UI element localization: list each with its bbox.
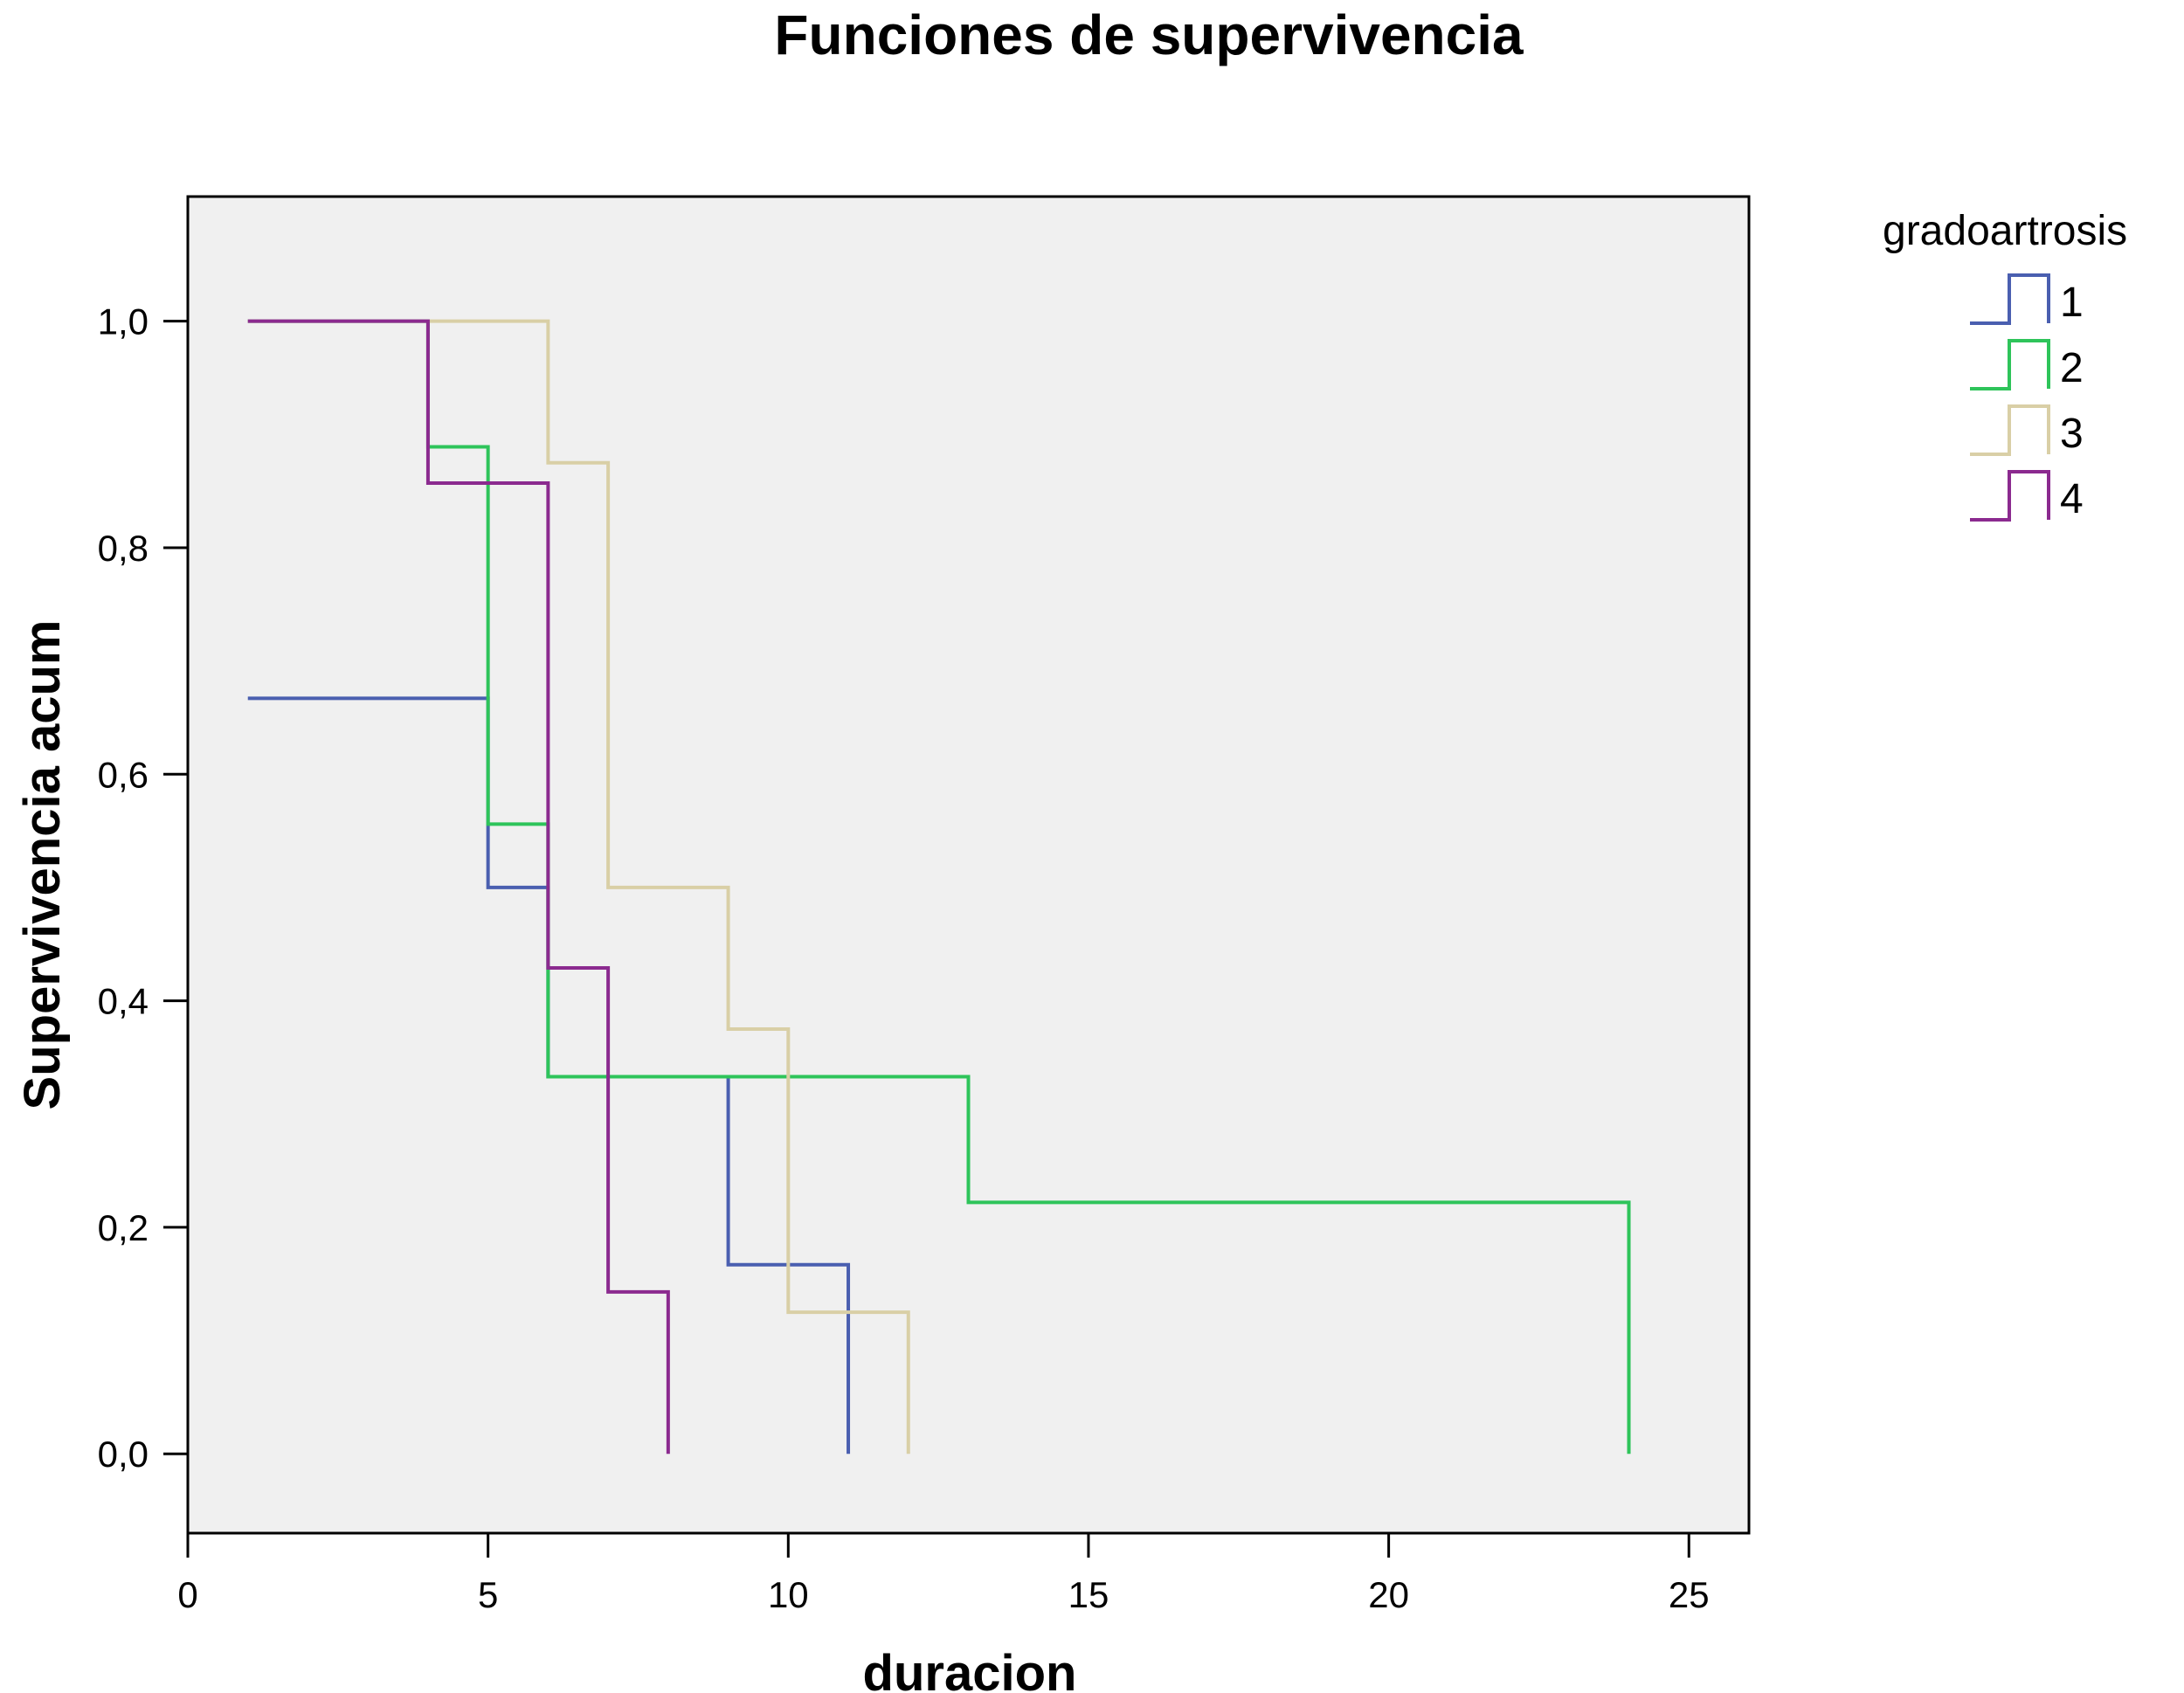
y-tick-label: 0,6 [98,754,149,795]
legend-swatch-3 [1970,404,2050,456]
legend: gradoartrosis 1 2 3 4 [1883,208,2127,522]
y-axis: 0,0 0,2 0,4 0,6 0,8 1,0 [98,301,188,1475]
x-tick-label: 20 [1368,1574,1409,1615]
chart-title: Funciones de supervivencia [774,3,1524,66]
x-tick-label: 25 [1669,1574,1710,1615]
legend-swatch-1 [1970,273,2050,325]
x-axis-title: duracion [863,1645,1077,1693]
y-axis-title: Supervivencia acum [14,620,71,1110]
x-axis: 0 5 10 15 20 25 [177,1533,1710,1615]
legend-label-3: 3 [2060,411,2084,457]
series-group [247,319,1631,1455]
legend-swatch-4 [1970,470,2050,522]
x-tick-label: 5 [478,1574,498,1615]
series-line-3 [247,319,910,1455]
y-tick-label: 0,8 [98,528,149,569]
legend-swatch-2 [1970,339,2050,390]
y-tick-label: 0,0 [98,1434,149,1475]
y-tick-label: 1,0 [98,301,149,342]
y-tick-label: 0,2 [98,1207,149,1248]
series-line-4 [247,319,670,1455]
x-tick-label: 15 [1068,1574,1109,1615]
y-tick-label: 0,4 [98,981,149,1022]
legend-title: gradoartrosis [1883,208,2127,254]
legend-label-1: 1 [2060,280,2084,326]
x-tick-label: 0 [177,1574,197,1615]
legend-label-4: 4 [2060,476,2084,522]
legend-label-2: 2 [2060,345,2084,391]
plot-area [186,195,1751,1535]
x-tick-label: 10 [768,1574,809,1615]
